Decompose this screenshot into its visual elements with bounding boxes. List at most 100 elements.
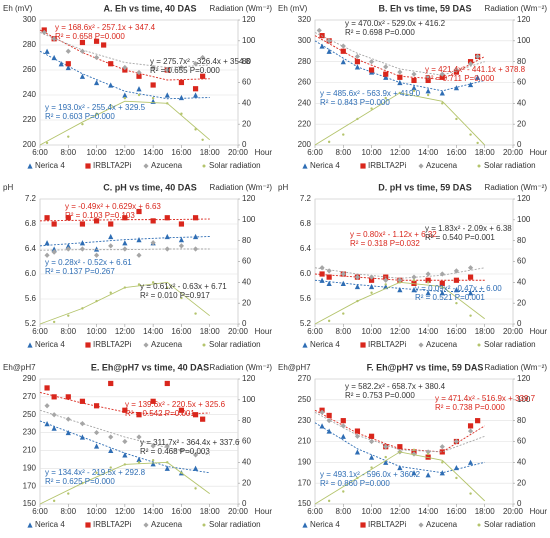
marker [411,287,417,293]
marker [192,86,199,92]
marker [178,221,185,227]
y-tick-label: 200 [23,140,37,149]
y-tick-label: 190 [298,457,312,466]
marker [65,215,71,221]
plot-area [39,19,239,146]
x-tick-label: 18:00 [475,507,496,516]
marker [397,79,403,86]
marker [397,444,403,450]
x-axis-label: Hour [255,507,273,516]
marker [51,394,57,400]
marker [27,163,33,169]
x-tick-label: 8:00 [335,148,351,157]
marker [383,74,389,80]
marker [441,286,444,289]
marker [384,283,387,286]
marker [180,471,183,474]
y-tick-label: 6.4 [300,244,312,253]
y2-tick-label: 100 [242,36,256,45]
y-tick-label: 220 [298,119,312,128]
marker [95,471,98,474]
marker [93,38,100,44]
annotation: R² = 0.521 P=0.001 [415,293,485,302]
marker [192,465,199,471]
marker [65,394,71,400]
annotation: y = 1.83x² - 2.09x + 6.38 [425,224,512,233]
marker [411,85,417,91]
legend-label: Solar radiation [484,520,536,529]
marker [79,39,86,46]
y2-tick-label: 100 [517,215,531,224]
marker [467,423,474,429]
panel: F. Eh@pH7 vs time, 59 DAS Eh@pH7 Radiation… [278,362,547,529]
marker [202,164,206,168]
marker [326,48,332,54]
y2-tick-label: 60 [517,257,526,266]
marker [85,163,91,169]
panel: A. Eh vs time, 40 DAS Eh (mV) Radiation (W… [3,3,272,170]
marker [51,425,57,431]
y2-tick-label: 80 [242,57,251,66]
y2-tick-label: 60 [242,257,251,266]
y-tick-label: 210 [23,446,37,455]
marker [411,274,417,280]
marker [370,466,373,469]
y2-tick-label: 80 [517,236,526,245]
y-tick-label: 280 [23,40,37,49]
marker [469,314,472,317]
y-tick-label: 150 [298,499,312,508]
annotation: R² = 0.738 P=0.000 [435,403,505,412]
marker [178,407,185,413]
marker [319,277,325,283]
x-tick-label: 8:00 [335,507,351,516]
legend-label: IRBLTA2Pi [368,161,407,170]
x-tick-label: 18:00 [200,327,221,336]
marker [397,74,403,80]
chart-title: D. pH vs time, 59 DAS [378,182,472,192]
y2-tick-label: 120 [242,15,256,24]
annotation: R² = 0.658 P=0.000 [55,32,125,41]
x-tick-label: 14:00 [143,327,164,336]
marker [65,48,71,54]
annotation: R² = 0.711 P=0.000 [425,74,495,83]
y2-tick-label: 20 [517,478,526,487]
marker [425,472,431,478]
y-tick-label: 7.2 [25,194,37,203]
marker [439,90,445,96]
marker [27,342,33,348]
marker [411,71,417,77]
marker [164,92,170,98]
marker [342,133,345,136]
marker [178,94,185,101]
x-tick-label: 6:00 [32,507,48,516]
y2-tick-label: 80 [517,57,526,66]
x-tick-label: 6:00 [307,507,323,516]
marker [397,287,403,293]
marker [368,433,375,439]
marker [164,380,170,387]
marker [44,385,50,391]
y-tick-label: 5.2 [25,319,37,328]
marker [439,449,445,455]
marker [200,416,206,422]
legend-label: Nerica 4 [310,161,340,170]
x-axis-label: Hour [530,148,548,157]
y-tick-label: 300 [298,36,312,45]
marker [151,96,155,100]
marker [342,312,345,315]
y-tick-label: 5.2 [300,319,312,328]
marker [93,218,100,224]
marker [439,271,445,277]
y-tick-label: 270 [298,374,312,383]
marker [356,117,359,121]
x-tick-label: 20:00 [503,148,524,157]
legend-label: Azucena [426,340,458,349]
marker [397,464,403,471]
marker [326,412,332,419]
marker [81,307,84,310]
chart-title: E. Eh@pH7 vs time, 40 DAS [91,362,209,372]
marker [383,71,389,77]
marker [143,163,149,169]
marker [81,122,84,126]
